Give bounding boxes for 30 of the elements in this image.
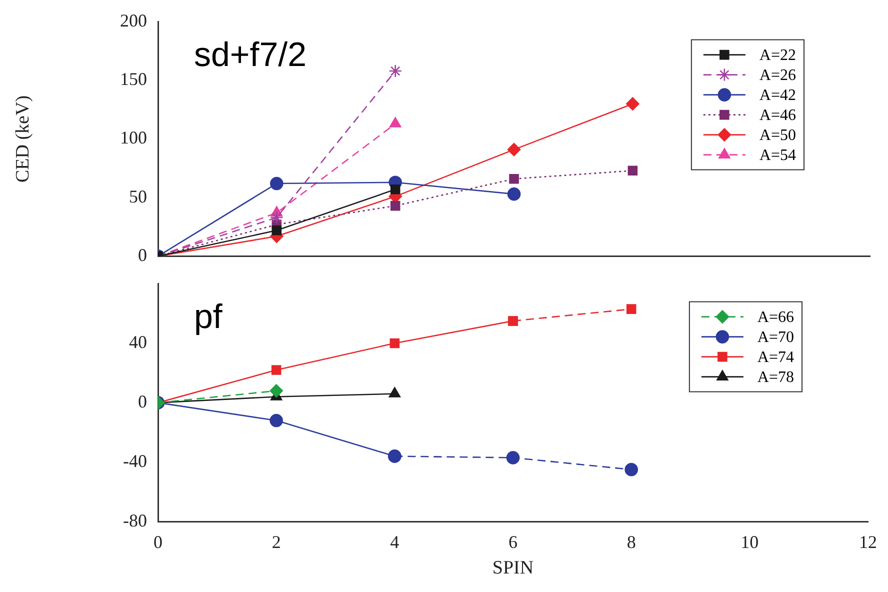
annotation: pf xyxy=(194,298,223,336)
y-tick-label: -40 xyxy=(123,450,147,471)
y-tick-label: -80 xyxy=(123,510,147,530)
y-tick-label: 200 xyxy=(120,10,147,31)
y-axis-title: CED (keV) xyxy=(12,95,34,183)
y-tick-label: 50 xyxy=(129,186,147,206)
x-axis-title: SPIN xyxy=(492,558,534,579)
legend-label: A=26 xyxy=(759,67,796,84)
legend-label: A=74 xyxy=(757,349,794,366)
legend-label: A=46 xyxy=(759,107,796,124)
x-tick-label: 4 xyxy=(390,532,400,552)
x-tick-label: 10 xyxy=(740,532,759,552)
legend-label: A=42 xyxy=(759,87,796,104)
y-tick-label: 100 xyxy=(120,128,147,148)
legend-label: A=70 xyxy=(757,329,794,346)
legend-label: A=54 xyxy=(759,147,796,164)
y-tick-label: 0 xyxy=(138,391,147,412)
x-tick-label: 2 xyxy=(272,532,281,552)
y-tick-label: 0 xyxy=(138,244,147,265)
legend-label: A=50 xyxy=(759,127,796,144)
x-tick-label: 8 xyxy=(626,532,636,552)
x-tick-label: 6 xyxy=(508,532,518,552)
y-tick-label: 150 xyxy=(120,69,147,90)
annotation: sd+f7/2 xyxy=(194,36,306,74)
y-tick-label: 40 xyxy=(129,332,147,352)
legend-label: A=66 xyxy=(757,309,794,326)
x-tick-label: 0 xyxy=(154,532,162,552)
legend-label: A=78 xyxy=(757,369,794,386)
legend-label: A=22 xyxy=(759,47,796,64)
x-tick-label: 12 xyxy=(859,532,877,552)
